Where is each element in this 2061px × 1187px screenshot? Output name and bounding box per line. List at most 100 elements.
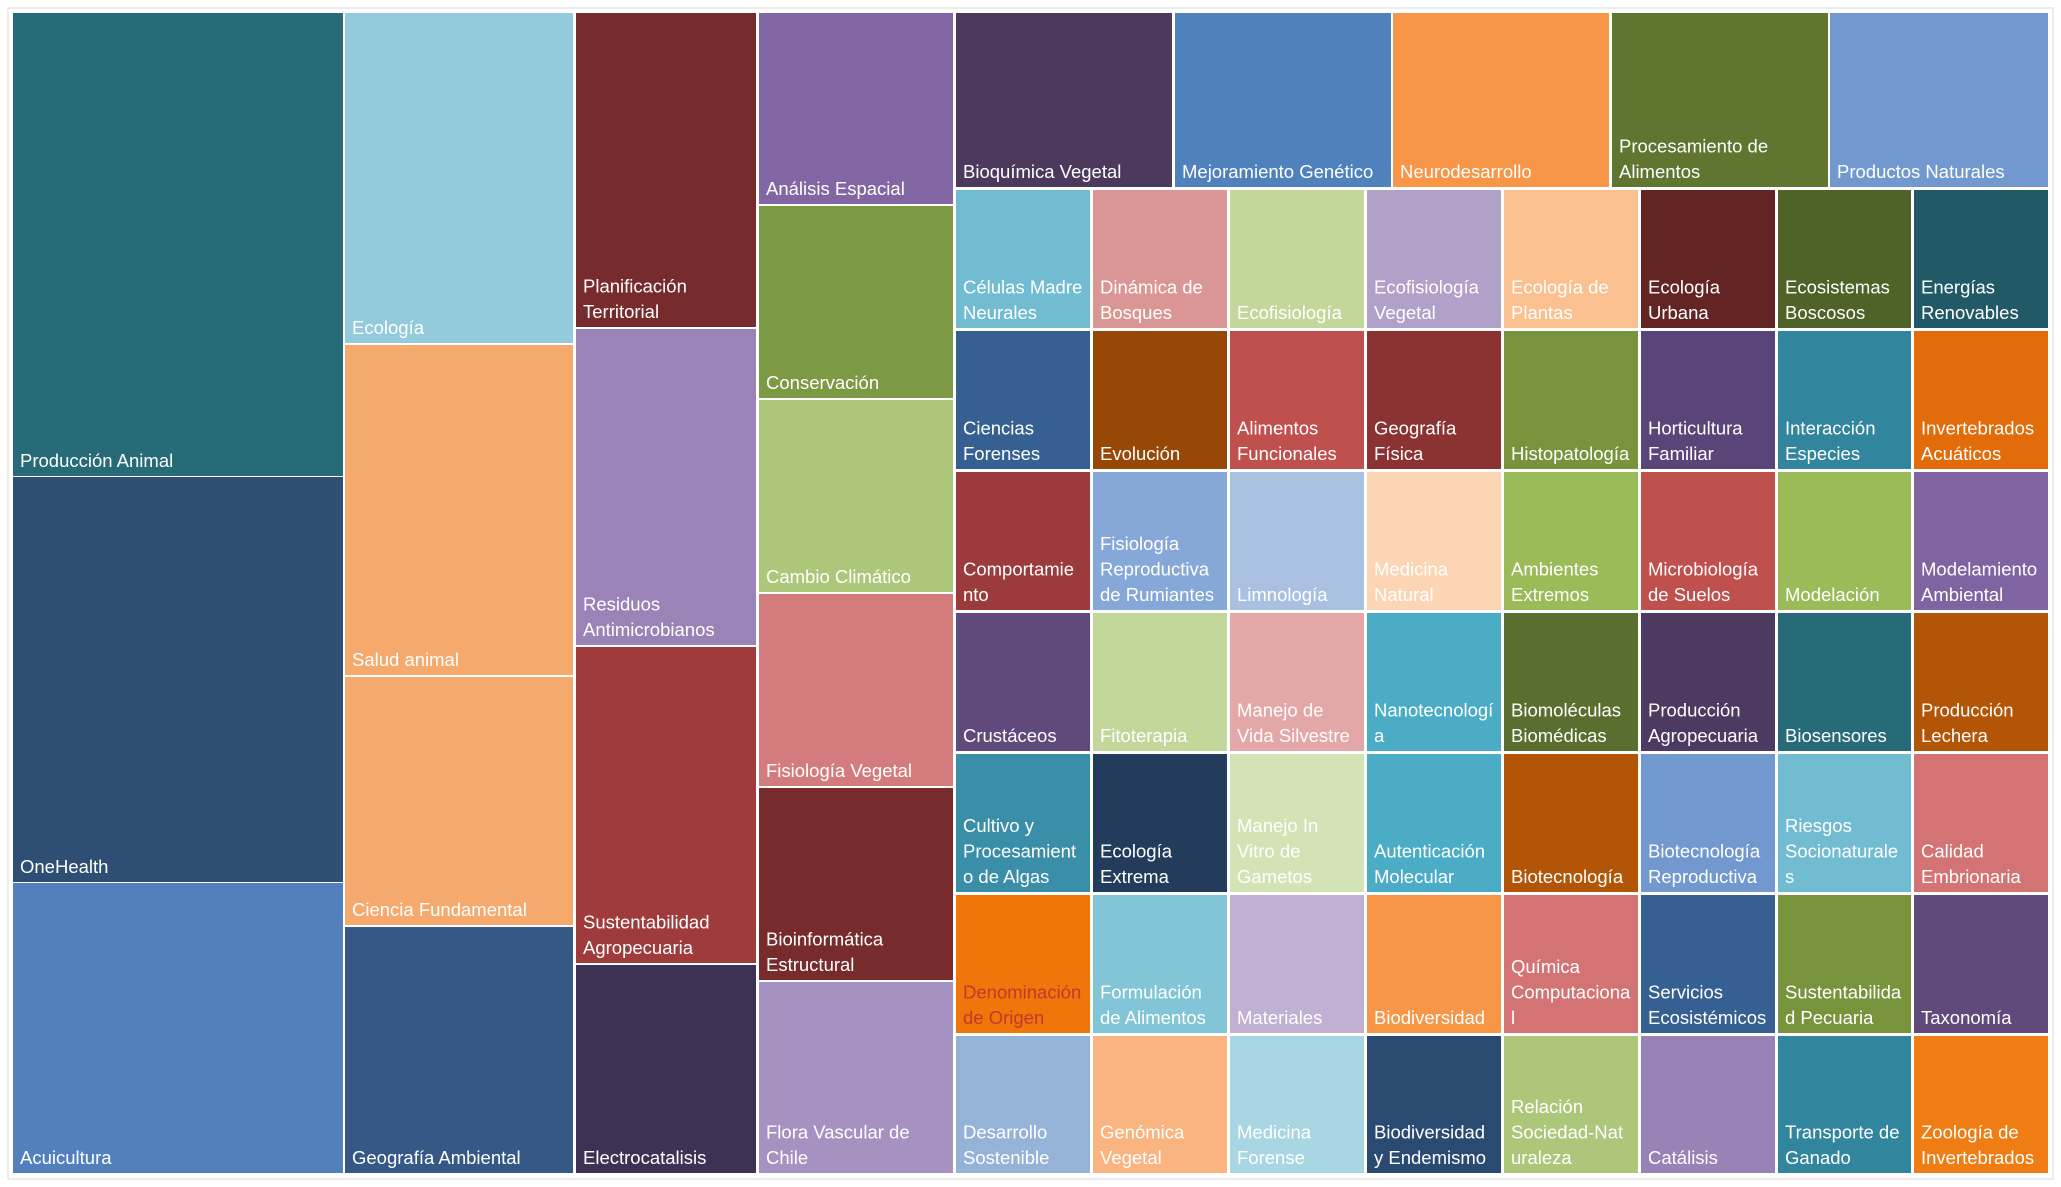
tile-14-rect [759, 400, 953, 592]
tile-08-label: Planificación Territorial [583, 276, 687, 323]
tile-26-label: Ecofisiología Vegetal [1374, 277, 1480, 324]
tile-07-rect [345, 927, 573, 1173]
tile-24-label: Dinámica de Bosques [1100, 277, 1203, 324]
tile-05-rect [345, 345, 573, 675]
tile-51-label: Biomoléculas Biomédicas [1511, 700, 1621, 747]
tile-13-rect [759, 206, 953, 398]
tile-41-label: Limnología [1237, 584, 1328, 605]
tile-78-rect [1914, 1036, 2048, 1173]
tile-45-rect [1778, 472, 1911, 610]
tile-42-label: Medicina Natural [1374, 559, 1449, 606]
tile-31-label: Ciencias Forenses [963, 418, 1040, 465]
tile-57-rect [1230, 754, 1364, 892]
tile-59-rect [1504, 754, 1638, 892]
tile-77-label: Transporte de Ganado [1785, 1122, 1900, 1169]
tile-17-rect [759, 982, 953, 1173]
tile-35-label: Histopatología [1511, 443, 1630, 464]
tile-18-rect [956, 13, 1172, 187]
tile-09-rect [576, 329, 756, 645]
tile-70-rect [1914, 895, 2048, 1033]
tile-37-rect [1778, 331, 1911, 469]
tile-71-rect [956, 1036, 1090, 1173]
tile-38-rect [1914, 331, 2048, 469]
tile-60-rect [1641, 754, 1775, 892]
tile-54-rect [1914, 613, 2048, 751]
tile-29-rect [1778, 190, 1911, 328]
tile-39-rect [956, 472, 1090, 610]
tile-56-rect [1093, 754, 1227, 892]
tile-59-label: Biotecnología [1511, 866, 1624, 887]
tile-18-label: Bioquímica Vegetal [963, 161, 1121, 182]
tile-45-label: Modelación [1785, 584, 1880, 605]
tile-73-label: Medicina Forense [1237, 1122, 1312, 1169]
tile-16-label: Bioinformática Estructural [766, 929, 884, 976]
tile-44-label: Microbiología de Suelos [1648, 559, 1759, 606]
tile-52-rect [1641, 613, 1775, 751]
tile-20-label: Neurodesarrollo [1400, 161, 1532, 182]
tile-40-label: Fisiología Reproductiva de Rumiantes [1100, 533, 1214, 605]
tile-20-rect [1393, 13, 1609, 187]
tile-48-rect [1093, 613, 1227, 751]
tile-35-rect [1504, 331, 1638, 469]
tile-15-label: Fisiología Vegetal [766, 760, 912, 781]
tile-37-label: Interacción Especies [1785, 418, 1876, 465]
tile-72-rect [1093, 1036, 1227, 1173]
tile-28-rect [1641, 190, 1775, 328]
tile-62-rect [1914, 754, 2048, 892]
tile-36-label: Horticultura Familiar [1648, 418, 1743, 465]
tile-49-rect [1230, 613, 1364, 751]
tile-10-label: Sustentabilidad Agropecuaria [583, 912, 710, 959]
tile-67-label: Química Computaciona l [1511, 956, 1631, 1028]
tile-29-label: Ecosistemas Boscosos [1785, 277, 1890, 324]
tile-15-rect [759, 594, 953, 786]
tile-65-label: Materiales [1237, 1007, 1322, 1028]
tile-67-rect [1504, 895, 1638, 1033]
tile-13-label: Conservación [766, 372, 879, 393]
tile-06-rect [345, 677, 573, 925]
tile-11-label: Electrocatalisis [583, 1147, 706, 1168]
tile-19-label: Mejoramiento Genético [1182, 161, 1373, 182]
tile-43-label: Ambientes Extremos [1511, 559, 1598, 606]
tile-17-label: Flora Vascular de Chile [766, 1122, 910, 1169]
tile-24-rect [1093, 190, 1227, 328]
tile-61-label: Riesgos Socionaturale s [1785, 815, 1898, 887]
tile-05-label: Salud animal [352, 649, 459, 670]
tile-32-rect [1093, 331, 1227, 469]
tile-02-rect [13, 477, 343, 882]
tile-78-label: Zoología de Invertebrados [1921, 1122, 2034, 1169]
tile-63-label: Denominación de Origen [963, 982, 1081, 1029]
tile-21-label: Procesamiento de Alimentos [1619, 136, 1768, 183]
tile-48-label: Fitoterapia [1100, 725, 1188, 746]
tile-46-label: Modelamiento Ambiental [1921, 559, 2037, 606]
tile-23-label: Células Madre Neurales [963, 277, 1082, 324]
tile-31-rect [956, 331, 1090, 469]
tile-27-rect [1504, 190, 1638, 328]
tile-61-rect [1778, 754, 1911, 892]
tile-53-label: Biosensores [1785, 725, 1887, 746]
tile-33-rect [1230, 331, 1364, 469]
tile-22-rect [1830, 13, 2048, 187]
tile-41-rect [1230, 472, 1364, 610]
tile-55-rect [956, 754, 1090, 892]
tile-27-label: Ecología de Plantas [1511, 277, 1609, 324]
tile-73-rect [1230, 1036, 1364, 1173]
tile-53-rect [1778, 613, 1911, 751]
tile-36-rect [1641, 331, 1775, 469]
tile-38-label: Invertebrados Acuáticos [1921, 418, 2034, 465]
tile-14-label: Cambio Climático [766, 566, 911, 587]
tile-50-rect [1367, 613, 1501, 751]
tile-42-rect [1367, 472, 1501, 610]
tile-51-rect [1504, 613, 1638, 751]
tile-49-label: Manejo de Vida Silvestre [1237, 700, 1350, 747]
tile-63-rect [956, 895, 1090, 1033]
tile-60-label: Biotecnología Reproductiva [1648, 841, 1761, 888]
tile-33-label: Alimentos Funcionales [1237, 418, 1337, 465]
tile-39-label: Comportamie nto [963, 559, 1074, 606]
tile-74-rect [1367, 1036, 1501, 1173]
tile-22-label: Productos Naturales [1837, 161, 2005, 182]
tile-12-label: Análisis Espacial [766, 178, 905, 199]
tile-72-label: Genómica Vegetal [1100, 1122, 1185, 1169]
tile-47-rect [956, 613, 1090, 751]
